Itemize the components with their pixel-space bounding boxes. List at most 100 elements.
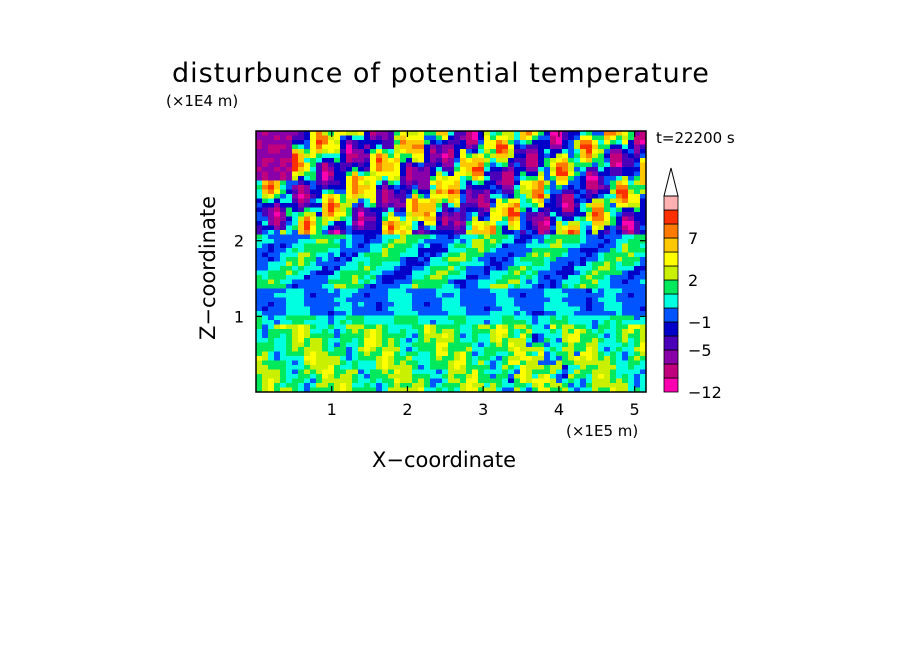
contour-cell [514,387,521,392]
contour-cell [520,288,527,294]
contour-cell [526,315,533,321]
contour-cell [430,203,437,209]
contour-cell [292,203,299,209]
contour-cell [556,230,563,236]
contour-cell [598,347,605,353]
contour-cell [430,140,437,146]
contour-cell [322,261,329,267]
contour-cell [352,207,359,213]
contour-cell [358,230,365,236]
contour-cell [436,333,443,339]
contour-cell [256,302,263,308]
contour-cell [274,153,281,159]
contour-cell [400,252,407,258]
contour-cell [256,297,263,303]
contour-cell [316,279,323,285]
contour-cell [640,176,646,182]
contour-cell [442,297,449,303]
contour-cell [388,194,395,200]
contour-cell [628,279,635,285]
contour-cell [610,360,617,366]
contour-cell [448,351,455,357]
contour-cell [628,342,635,348]
contour-cell [478,279,485,285]
contour-cell [598,369,605,375]
contour-cell [586,167,593,173]
contour-cell [256,167,263,173]
contour-cell [538,212,545,218]
contour-cell [622,369,629,375]
contour-cell [376,356,383,362]
contour-cell [574,162,581,168]
contour-cell [400,320,407,326]
contour-cell [436,378,443,384]
contour-cell [556,149,563,155]
contour-cell [436,302,443,308]
contour-cell [442,194,449,200]
contour-cell [340,158,347,164]
contour-cell [592,144,599,150]
contour-cell [286,288,293,294]
contour-cell [460,153,467,159]
contour-cell [328,248,335,254]
contour-cell [526,261,533,267]
contour-cell [514,342,521,348]
contour-cell [304,306,311,312]
contour-cell [586,131,593,137]
contour-cell [634,302,641,308]
contour-cell [598,194,605,200]
contour-cell [622,374,629,380]
contour-cell [622,306,629,312]
contour-cell [478,329,485,335]
contour-cell [364,365,371,371]
contour-cell [538,293,545,299]
contour-cell [382,342,389,348]
contour-cell [580,180,587,186]
contour-cell [340,329,347,335]
contour-cell [358,387,365,392]
contour-cell [442,315,449,321]
contour-cell [370,234,377,240]
contour-cell [334,162,341,168]
contour-cell [328,288,335,294]
contour-cell [610,225,617,231]
contour-cell [394,261,401,267]
contour-cell [268,347,275,353]
colorbar-segment [663,237,679,253]
contour-cell [442,257,449,263]
contour-cell [484,387,491,392]
contour-cell [616,131,623,137]
contour-cell [412,171,419,177]
contour-cell [430,149,437,155]
contour-cell [310,275,317,281]
contour-cell [544,171,551,177]
contour-cell [610,356,617,362]
contour-cell [508,185,515,191]
contour-cell [628,140,635,146]
contour-cell [340,230,347,236]
contour-cell [346,194,353,200]
contour-cell [592,288,599,294]
contour-cell [634,162,641,168]
contour-cell [370,266,377,272]
contour-cell [616,284,623,290]
contour-cell [316,378,323,384]
contour-cell [592,131,599,137]
contour-cell [472,342,479,348]
contour-cell [466,212,473,218]
contour-cell [316,230,323,236]
contour-cell [268,369,275,375]
contour-cell [340,212,347,218]
contour-cell [562,383,569,389]
contour-cell [340,320,347,326]
contour-cell [310,351,317,357]
contour-cell [550,275,557,281]
contour-cell [484,198,491,204]
contour-cell [406,149,413,155]
contour-cell [406,180,413,186]
contour-cell [544,342,551,348]
contour-cell [448,252,455,258]
contour-cell [490,347,497,353]
contour-cell [628,158,635,164]
